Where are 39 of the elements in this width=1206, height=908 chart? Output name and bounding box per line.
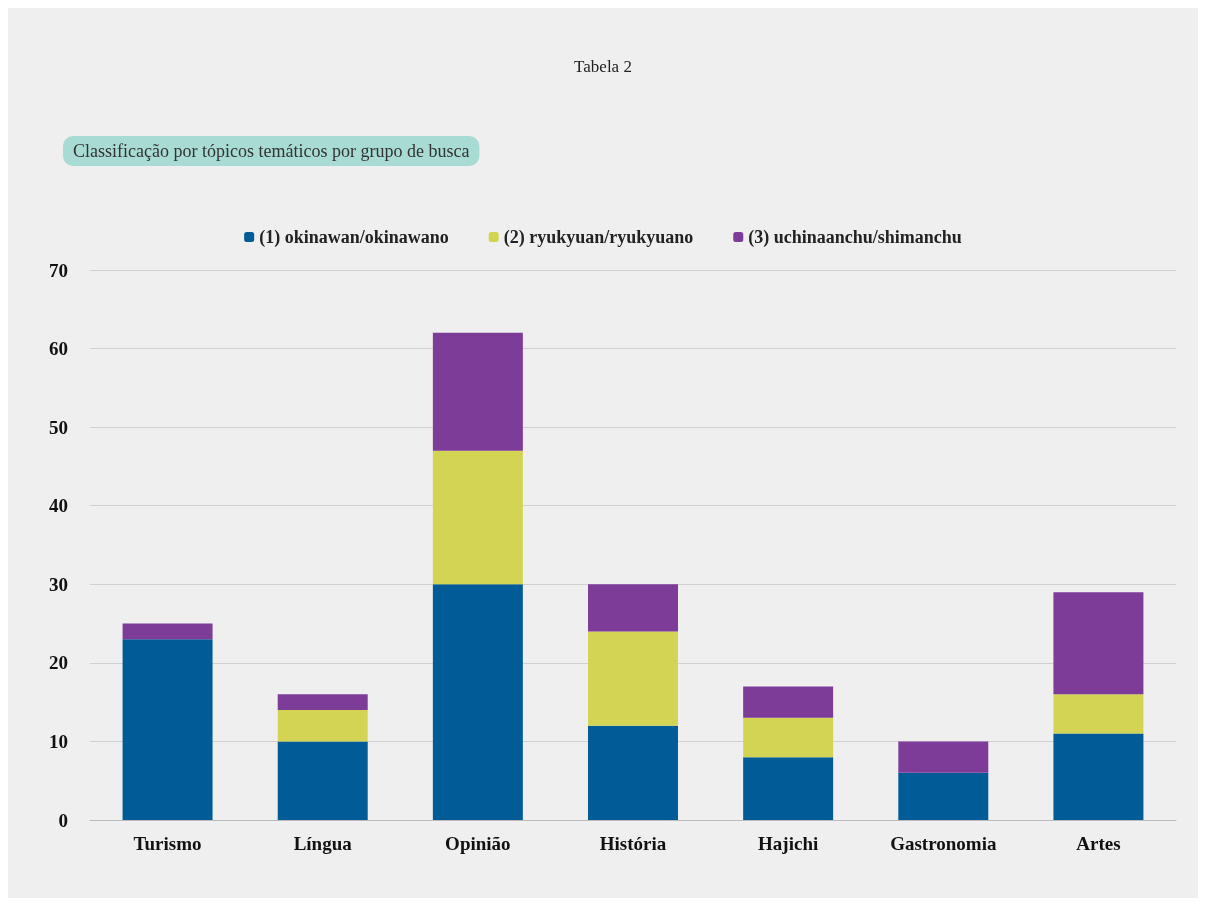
x-tick-label: Gastronomia: [890, 833, 997, 854]
y-tick-label: 60: [49, 338, 68, 360]
bar: [743, 717, 834, 758]
x-tick-label: Turismo: [133, 833, 202, 854]
x-tick-label: Língua: [293, 833, 353, 854]
bar: [1053, 592, 1144, 695]
bar: [588, 725, 678, 820]
y-tick-label: 30: [49, 573, 68, 595]
y-tick-label: 0: [58, 809, 68, 831]
x-tick-label: Opinião: [445, 833, 511, 854]
chart-title: Tabela 2: [574, 57, 632, 76]
legend-label: (2) ryukyuan/ryukyuano: [503, 227, 694, 248]
y-tick-label: 70: [49, 259, 68, 281]
x-tick-label: Artes: [1076, 833, 1121, 854]
legend-label: (1) okinawan/okinawano: [259, 227, 449, 248]
chart-subtitle: Classificação por tópicos temáticos por grupo de busca: [73, 141, 470, 161]
bar: [743, 686, 834, 718]
bar: [432, 332, 523, 451]
bar: [1053, 694, 1144, 734]
legend-label: (3) uchinaanchu/shimanchu: [748, 227, 962, 248]
x-tick-label: Hajichi: [758, 833, 819, 854]
bar: [432, 584, 523, 820]
y-tick-label: 40: [49, 495, 68, 517]
y-tick-label: 50: [49, 416, 68, 438]
y-tick-label: 20: [49, 652, 68, 674]
bar: [277, 741, 368, 820]
bar: [277, 710, 368, 742]
bar: [588, 584, 678, 632]
bar: [122, 623, 213, 640]
x-tick-label: História: [599, 833, 667, 854]
bar: [1053, 733, 1144, 820]
bar: [122, 639, 213, 820]
bar: [277, 694, 368, 710]
bar: [432, 450, 523, 585]
y-tick-label: 10: [49, 730, 68, 752]
bar: [898, 741, 989, 773]
bar: [898, 772, 989, 820]
bar: [588, 631, 678, 726]
bar: [743, 757, 834, 820]
